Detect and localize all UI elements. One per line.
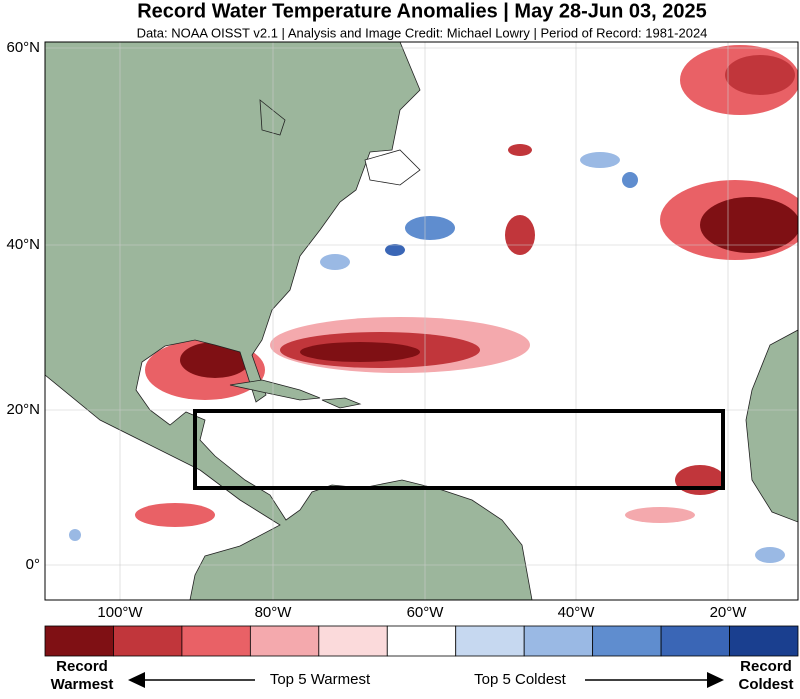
map-area [45, 42, 798, 600]
lat-label: 0° [26, 556, 40, 573]
land [45, 42, 798, 600]
legend-swatch [592, 625, 662, 657]
map-frame [44, 41, 799, 601]
legend-swatch [523, 625, 594, 657]
lat-label: 20°N [6, 401, 40, 418]
legend-label: Warmest [51, 676, 114, 693]
lon-label: 20°W [710, 604, 748, 621]
title: Record Water Temperature Anomalies | May… [137, 0, 707, 22]
lon-label: 40°W [558, 604, 596, 621]
legend-swatch [181, 625, 251, 657]
lat-label: 40°N [6, 236, 40, 253]
lon-label: 60°W [407, 604, 445, 621]
legend-swatch [44, 625, 114, 657]
legend-swatch [660, 625, 730, 657]
legend-arrow [128, 672, 145, 688]
subtitle: Data: NOAA OISST v2.1 | Analysis and Ima… [137, 25, 708, 40]
cold-anomalies [69, 152, 785, 563]
legend-swatch [455, 625, 525, 657]
legend-swatch [729, 625, 799, 657]
lat-label: 60°N [6, 39, 40, 56]
legend-swatch [318, 625, 388, 657]
legend-arrow [707, 672, 724, 688]
legend-label: Record [740, 658, 792, 675]
lon-label: 80°W [255, 604, 293, 621]
lon-label: 100°W [97, 604, 143, 621]
legend-label: Coldest [738, 676, 793, 693]
legend-label: Top 5 Warmest [270, 671, 371, 688]
legend-label: Top 5 Coldest [474, 671, 567, 688]
warm-anomalies [135, 45, 798, 527]
region-box [193, 409, 725, 490]
legend-label: Record [56, 658, 108, 675]
legend-swatch [113, 625, 183, 657]
legend-swatch [386, 625, 457, 657]
legend-swatch [249, 625, 320, 657]
